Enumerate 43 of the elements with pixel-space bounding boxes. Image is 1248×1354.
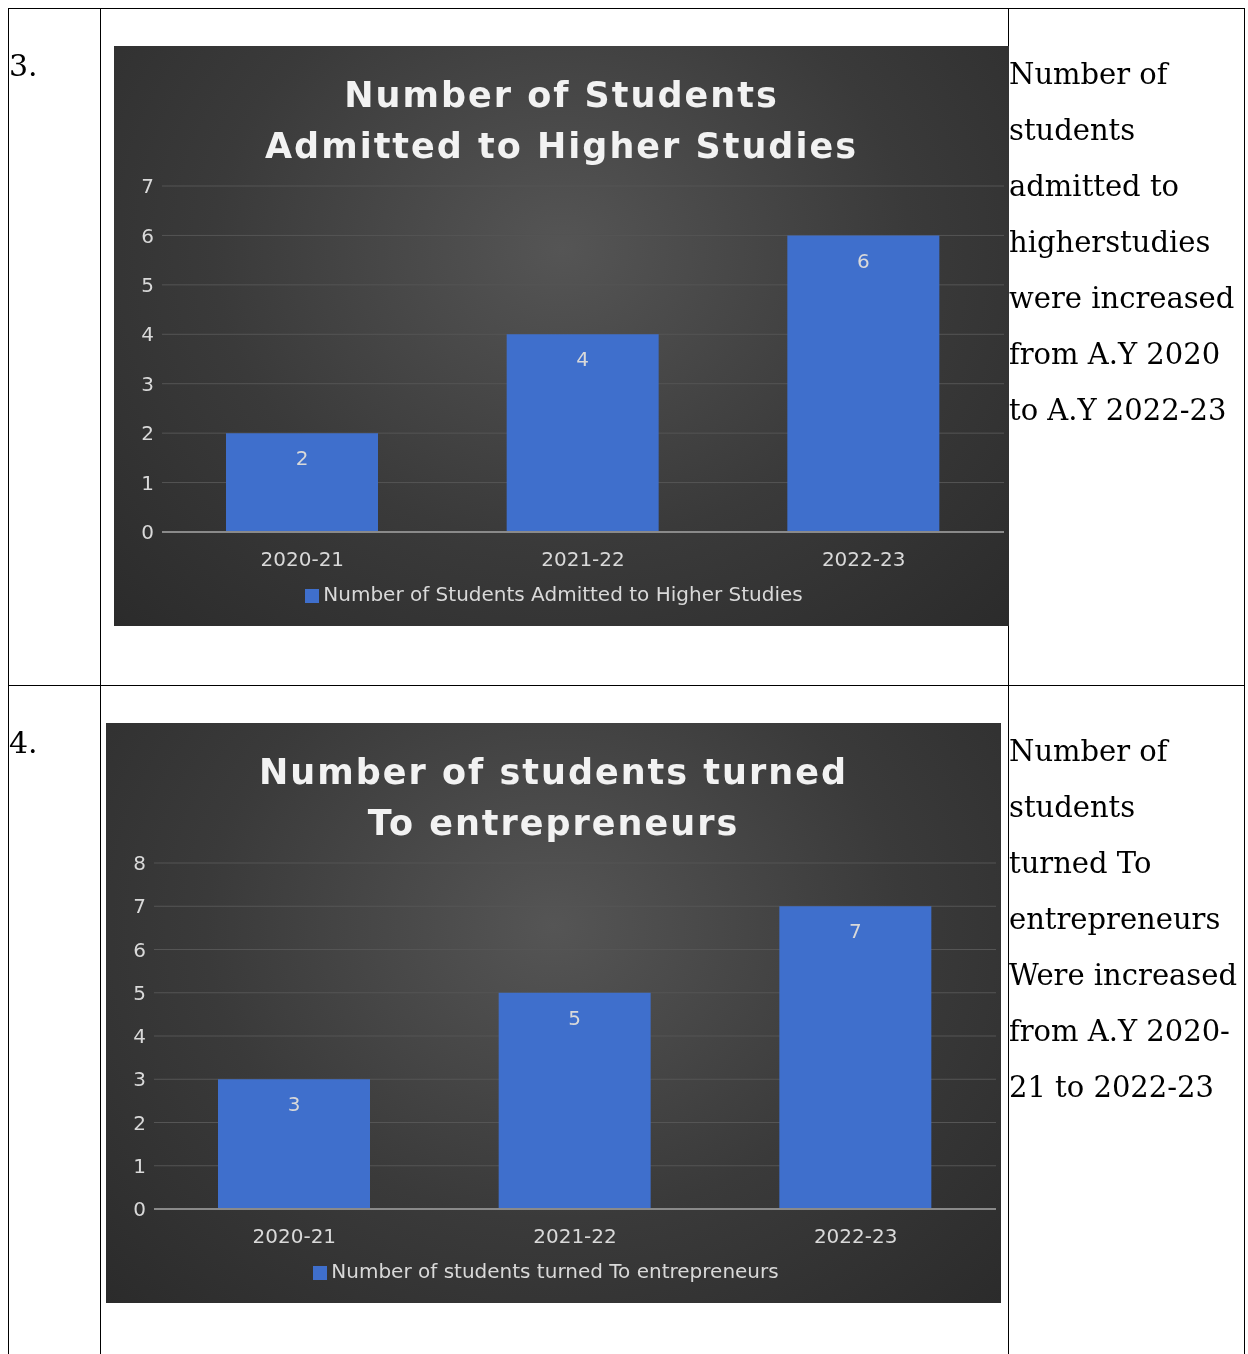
x-tick-label: 2020-21 (252, 1224, 337, 1249)
y-tick-label: 8 (133, 851, 146, 876)
bar (506, 334, 659, 532)
y-tick-label: 3 (133, 1067, 146, 1092)
x-tick-label: 2021-22 (541, 547, 625, 572)
text: Number of students turned To entrepreneurs Were increased from A.Y 2020-21 to 2022-23 (1009, 733, 1238, 1106)
y-tick-label: 4 (133, 1024, 146, 1049)
y-tick-label: 2 (133, 1110, 146, 1135)
data-label: 5 (568, 1005, 582, 1030)
y-tick-label: 1 (141, 470, 154, 495)
bar (779, 906, 932, 1209)
y-tick-label: 1 (133, 1153, 146, 1178)
x-tick-label: 2020-21 (260, 547, 345, 572)
y-tick-label: 3 (141, 371, 154, 396)
text: Number of students admitted to higherstudies were increased from A.Y 2020 to A.Y 2022-23 (1009, 56, 1236, 429)
y-tick-label: 5 (141, 272, 154, 297)
data-label: 4 (576, 347, 590, 372)
data-label: 2 (295, 446, 309, 471)
chart-title: Number of Students Admitted to Higher Studies (264, 74, 859, 168)
y-tick-label: 4 (141, 322, 154, 347)
x-tick-label: 2022-23 (821, 547, 906, 572)
text: 4. (9, 725, 38, 760)
data-label: 6 (856, 248, 870, 273)
y-tick-label: 6 (133, 937, 146, 962)
y-tick-label: 5 (133, 980, 146, 1005)
y-tick-label: 7 (133, 894, 146, 919)
y-tick-label: 6 (141, 223, 154, 248)
y-tick-label: 7 (141, 174, 154, 199)
chart-title: Number of students turned To entrepreneurs (258, 751, 849, 845)
data-label: 7 (848, 919, 862, 944)
x-tick-label: 2021-22 (533, 1224, 617, 1249)
bar (498, 992, 651, 1209)
bar (787, 235, 940, 532)
data-label: 3 (287, 1092, 301, 1117)
bar (226, 433, 378, 532)
bar (218, 1079, 370, 1209)
legend-label: Number of students turned To entrepreneurs (331, 1259, 779, 1283)
legend-label: Number of Students Admitted to Higher Studies (323, 582, 803, 606)
y-tick-label: 0 (133, 1197, 146, 1222)
y-tick-label: 2 (141, 421, 154, 446)
text: 3. (9, 48, 38, 83)
y-tick-label: 0 (141, 520, 154, 545)
x-tick-label: 2022-23 (813, 1224, 898, 1249)
